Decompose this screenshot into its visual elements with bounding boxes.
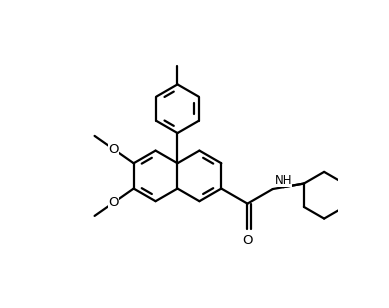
Text: NH: NH	[275, 174, 292, 187]
Text: O: O	[242, 234, 253, 247]
Text: O: O	[109, 143, 119, 156]
Text: O: O	[109, 196, 119, 209]
